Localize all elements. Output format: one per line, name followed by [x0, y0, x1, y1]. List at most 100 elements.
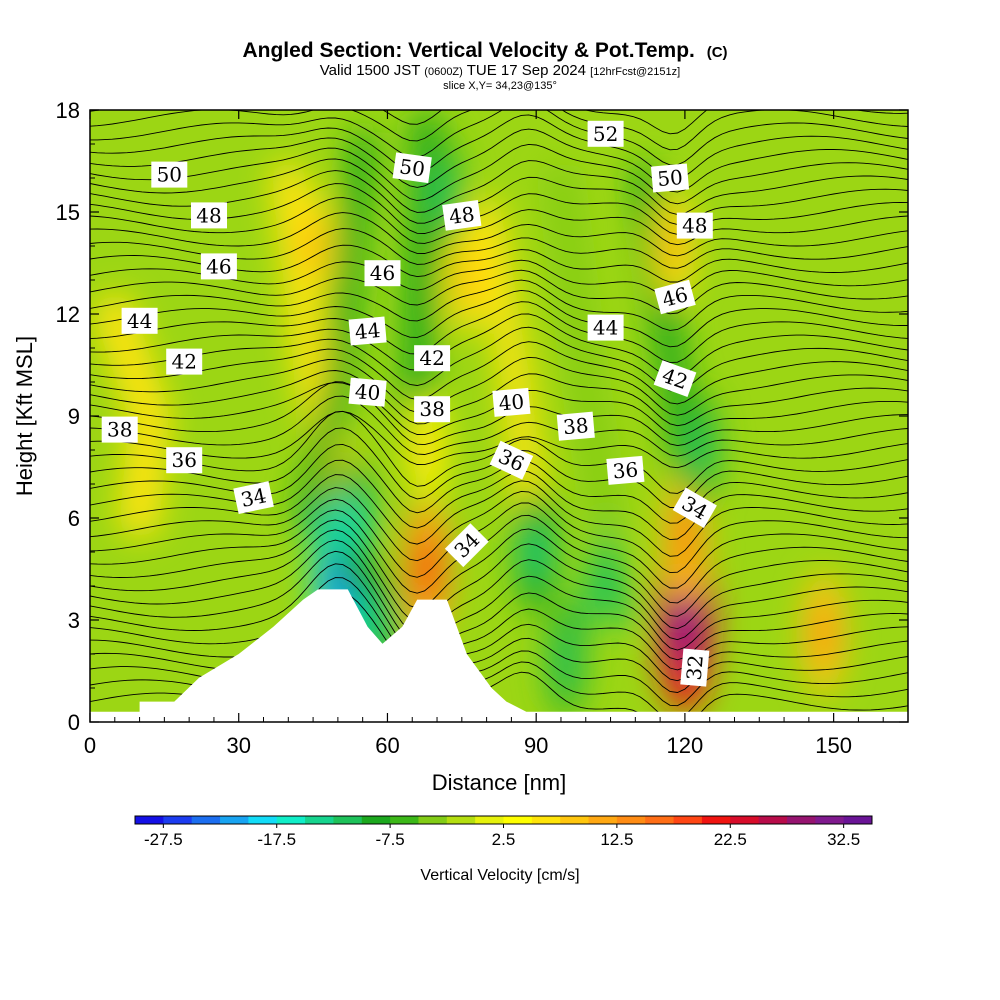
- contour-label-box: [676, 212, 713, 239]
- y-axis-label: Height [Kft MSL]: [12, 336, 37, 496]
- contour-label-text: 40: [354, 379, 381, 405]
- theta-contour: [90, 443, 908, 524]
- svg-text:Valid 1500 JST (0600Z): Valid 1500 JST (0600Z) TUE 17 Sep 2024 […: [320, 62, 680, 79]
- colorbar-swatch: [560, 816, 590, 824]
- x-axis: 0 30 60 90 120 150: [84, 110, 884, 758]
- theta-contour: [90, 487, 908, 574]
- contour-label-4: 42: [166, 348, 203, 375]
- theta-contour: [90, 212, 908, 257]
- copyright-mark: (C): [707, 44, 728, 61]
- velocity-core-3: [421, 433, 434, 467]
- colorbar-swatch: [276, 816, 306, 824]
- contour-label-23: 48: [676, 212, 713, 239]
- colorbar-swatch: [361, 816, 391, 824]
- contour-label-text: 42: [171, 350, 196, 374]
- velocity-core-6: [345, 503, 360, 546]
- contour-label-text: 48: [196, 203, 221, 227]
- theta-contour: [90, 529, 908, 630]
- contour-label-text: 38: [562, 413, 589, 439]
- contour-label-box: [392, 152, 432, 184]
- theta-contour: [90, 509, 908, 604]
- colorbar-swatch: [418, 816, 448, 824]
- velocity-core-1: [677, 514, 692, 556]
- contour-label-box: [654, 279, 696, 315]
- y-tick-label: 0: [68, 710, 80, 735]
- contour-label-6: 36: [166, 447, 203, 474]
- contour-label-text: 42: [419, 346, 444, 370]
- contour-label-box: [348, 377, 387, 407]
- chart-title: Angled Section: Vertical Velocity & Pot.…: [242, 39, 694, 62]
- theta-contour: [90, 110, 908, 166]
- contour-label-box: [556, 411, 595, 441]
- velocity-core-4: [817, 613, 831, 654]
- contour-label-box: [200, 253, 237, 280]
- colorbar-swatch: [786, 816, 816, 824]
- colorbar-swatch: [673, 816, 703, 824]
- y-tick-label: 15: [56, 200, 80, 225]
- utc-time: (0600Z): [424, 66, 463, 78]
- contour-label-text: 38: [419, 397, 444, 421]
- contour-label-9: 48: [442, 200, 482, 231]
- contour-label-text: 36: [171, 448, 196, 472]
- contour-label-box: [653, 360, 697, 397]
- contour-label-10: 46: [364, 260, 401, 287]
- y-tick-label: 18: [56, 98, 80, 123]
- contour-label-box: [364, 260, 401, 287]
- contour-label-22: 50: [650, 163, 690, 193]
- contour-label-18: 38: [556, 411, 595, 441]
- colorbar-tick-label: 22.5: [714, 830, 747, 849]
- contour-label-box: [587, 314, 624, 341]
- svg-text:Angled Section: Vertical Veloc: Angled Section: Vertical Velocity & Pot.…: [242, 39, 727, 62]
- contour-label-text: 44: [354, 318, 381, 344]
- colorbar-swatch: [701, 816, 731, 824]
- contour-label-24: 46: [654, 279, 696, 315]
- vertical-velocity-field: [94, 112, 845, 712]
- contour-label-box: [166, 348, 203, 375]
- contour-label-box: [680, 648, 710, 687]
- theta-contour: [90, 341, 908, 405]
- contour-label-text: 50: [157, 163, 182, 187]
- contour-label-text: 40: [498, 389, 525, 415]
- contour-label-19: 52: [587, 120, 624, 147]
- contour-label-box: [672, 487, 717, 529]
- colorbar-swatch: [475, 816, 504, 824]
- x-tick-label: 30: [226, 733, 250, 758]
- colorbar-swatch: [503, 816, 533, 824]
- contour-label-box: [442, 200, 482, 231]
- contour-label-text: 44: [127, 309, 152, 333]
- colorbar-swatch: [333, 816, 363, 824]
- colorbar-swatch: [588, 816, 618, 824]
- theta-contour: [90, 114, 908, 180]
- theta-contour: [90, 313, 908, 378]
- contour-label-text: 50: [398, 154, 427, 181]
- theta-contour: [90, 128, 908, 193]
- contour-label-box: [444, 523, 489, 568]
- theta-contour: [90, 539, 908, 641]
- colorbar-swatch: [390, 816, 419, 824]
- velocity-band-7: [575, 516, 636, 630]
- contour-label-box: [233, 481, 274, 515]
- colorbar-swatch: [616, 816, 646, 824]
- x-axis-label: Distance [nm]: [432, 770, 567, 795]
- colorbar-swatch: [305, 816, 334, 824]
- theta-contour: [90, 395, 908, 457]
- valid-date: TUE 17 Sep 2024: [467, 62, 586, 79]
- y-tick-label: 6: [68, 506, 80, 531]
- colorbar-swatch: [531, 816, 561, 824]
- velocity-core-2: [419, 545, 435, 593]
- contour-label-21: 36: [606, 455, 645, 485]
- velocity-core-8: [559, 641, 573, 680]
- colorbar-tick-label: -27.5: [144, 830, 183, 849]
- colorbar-swatch: [730, 816, 760, 824]
- velocity-core-0: [675, 589, 694, 651]
- theta-contour: [90, 289, 908, 348]
- contour-label-box: [348, 316, 387, 346]
- colorbar-tick-label: 2.5: [492, 830, 516, 849]
- contour-label-14: 38: [414, 396, 451, 423]
- velocity-band-6: [94, 294, 170, 538]
- contour-label-5: 38: [101, 416, 138, 443]
- valid-time: Valid 1500 JST: [320, 62, 420, 79]
- contour-label-text: 52: [593, 122, 618, 146]
- theta-contour: [90, 269, 908, 315]
